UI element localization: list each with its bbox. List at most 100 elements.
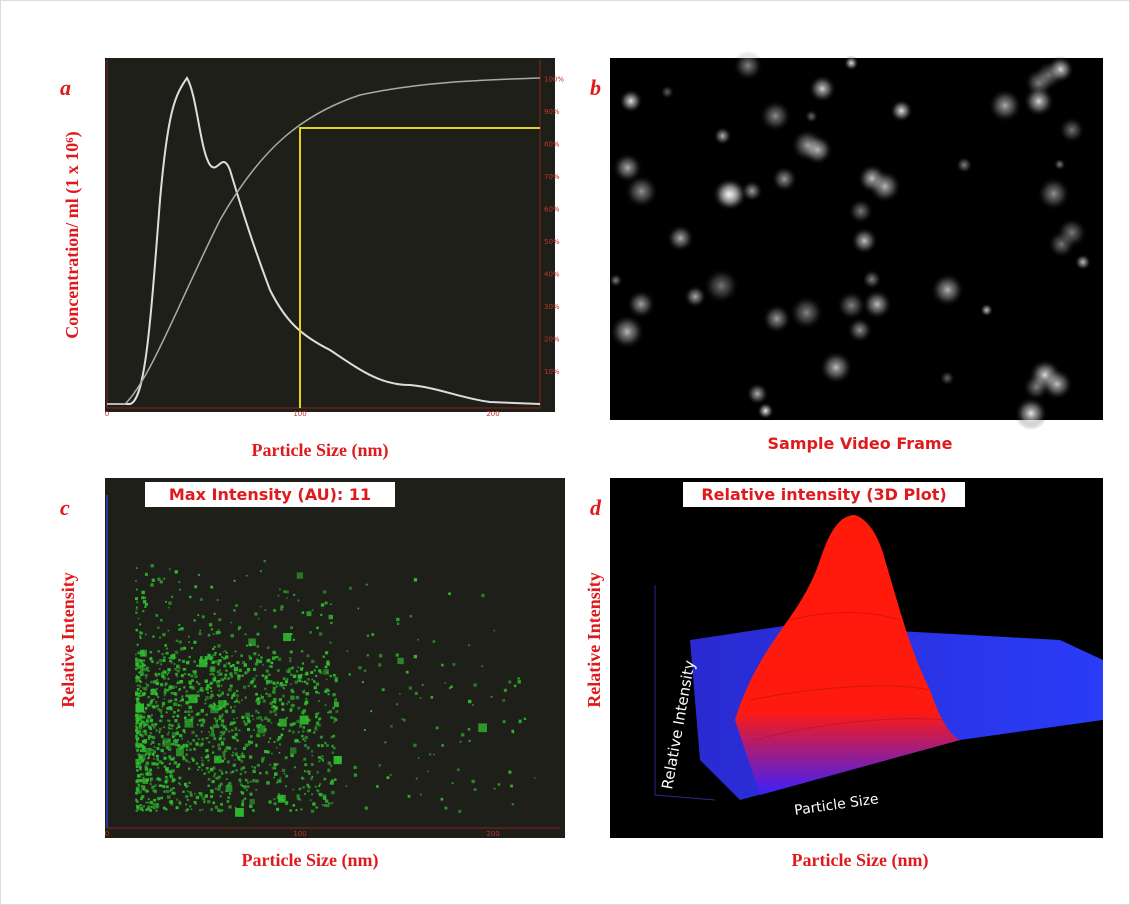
point xyxy=(142,809,144,811)
point xyxy=(155,673,158,676)
point xyxy=(191,710,193,712)
particle xyxy=(746,383,768,405)
point xyxy=(139,623,141,625)
point xyxy=(433,754,435,756)
point xyxy=(185,795,188,798)
point xyxy=(179,748,181,750)
point xyxy=(194,793,196,795)
point xyxy=(168,630,170,632)
point xyxy=(257,633,260,636)
point xyxy=(135,759,138,762)
point xyxy=(285,684,287,686)
point xyxy=(297,572,303,578)
point xyxy=(277,669,280,672)
point xyxy=(202,809,204,811)
point xyxy=(146,667,149,670)
point xyxy=(140,659,143,662)
point xyxy=(229,672,232,675)
point xyxy=(292,731,295,734)
point xyxy=(257,764,260,767)
point xyxy=(225,673,228,676)
point xyxy=(163,726,165,728)
point xyxy=(208,778,211,781)
point xyxy=(182,791,184,793)
point xyxy=(307,678,310,681)
point xyxy=(258,712,260,714)
point xyxy=(151,786,154,789)
point xyxy=(148,798,150,800)
point xyxy=(214,717,216,719)
point xyxy=(220,735,222,737)
particle xyxy=(757,402,774,419)
point xyxy=(176,665,179,668)
point xyxy=(318,785,320,787)
point xyxy=(287,701,290,704)
point xyxy=(212,780,215,783)
point xyxy=(136,721,139,724)
point xyxy=(196,796,199,799)
point xyxy=(250,781,252,783)
point xyxy=(215,720,218,723)
point xyxy=(155,729,157,731)
point xyxy=(147,715,150,718)
point xyxy=(323,656,325,658)
point xyxy=(349,587,352,590)
point xyxy=(168,724,170,726)
point xyxy=(259,772,261,774)
point xyxy=(457,768,460,771)
point xyxy=(188,636,190,638)
point xyxy=(290,709,293,712)
point xyxy=(221,760,224,763)
point xyxy=(330,765,332,767)
point xyxy=(189,805,191,807)
point xyxy=(144,750,146,752)
point xyxy=(156,688,158,690)
point xyxy=(194,585,197,588)
point xyxy=(176,676,178,678)
point xyxy=(164,644,167,647)
point xyxy=(158,650,160,652)
point xyxy=(452,782,454,784)
point xyxy=(366,584,368,586)
point xyxy=(261,719,263,721)
point xyxy=(307,746,310,749)
point xyxy=(175,741,178,744)
point xyxy=(264,609,266,611)
point xyxy=(155,691,157,693)
point xyxy=(165,671,167,673)
particle xyxy=(956,157,973,174)
point xyxy=(274,652,276,654)
point xyxy=(154,746,156,748)
point xyxy=(176,799,178,801)
point xyxy=(146,762,149,765)
point xyxy=(503,699,506,702)
point xyxy=(273,777,275,779)
point xyxy=(167,795,170,798)
point xyxy=(136,698,138,700)
point xyxy=(329,642,331,644)
point xyxy=(188,673,190,675)
point xyxy=(153,726,156,729)
right-tick-label: 90% xyxy=(544,108,560,116)
point xyxy=(318,760,320,762)
page: {"panel_a": {"letter": "a", "y_label": "… xyxy=(0,0,1130,905)
point xyxy=(333,717,336,720)
point xyxy=(161,674,164,677)
point xyxy=(255,675,257,677)
point xyxy=(218,674,220,676)
point xyxy=(262,664,264,666)
particle xyxy=(1057,217,1088,248)
point xyxy=(191,647,193,649)
point xyxy=(292,691,294,693)
point xyxy=(153,750,156,753)
point xyxy=(181,627,184,630)
point xyxy=(243,799,245,801)
point xyxy=(201,769,203,771)
point xyxy=(299,741,301,743)
point xyxy=(152,579,155,582)
point xyxy=(194,673,196,675)
point xyxy=(200,724,203,727)
point xyxy=(189,762,191,764)
point xyxy=(171,661,173,663)
point xyxy=(242,755,245,758)
